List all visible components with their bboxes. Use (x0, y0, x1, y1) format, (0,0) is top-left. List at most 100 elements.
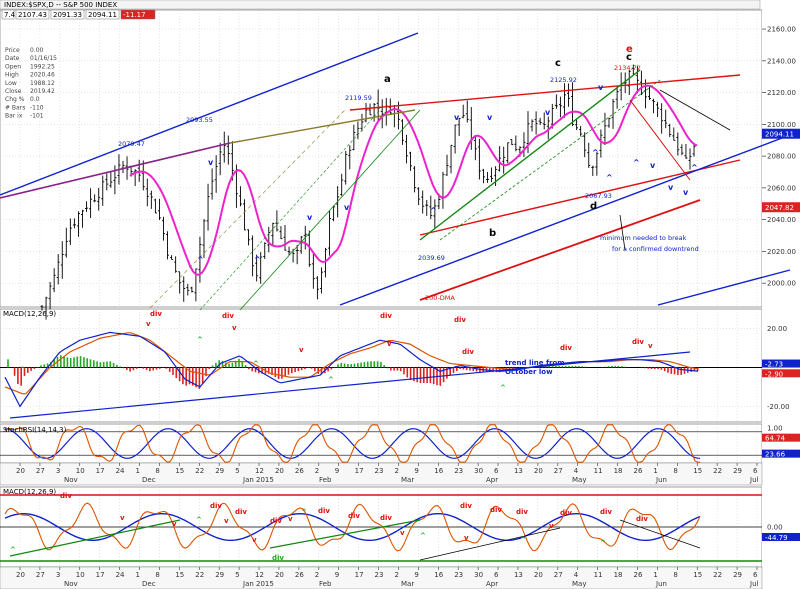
x-month-label: Jun (655, 580, 667, 588)
macd-signal-box (762, 369, 800, 378)
macd2-annotation: div (60, 492, 72, 500)
x-day-label: 30 (474, 571, 483, 579)
macd-line (4, 331, 699, 408)
x-day-label: 1 (136, 467, 140, 475)
macd2-green-tl (9, 519, 181, 557)
macd2-annotation: div (235, 508, 247, 516)
macd-annotation: div (150, 310, 162, 318)
x-day-label: 13 (514, 571, 523, 579)
x-day-label: 2 (315, 571, 319, 579)
x-day-label: 22 (713, 571, 722, 579)
x-day-label: 17 (355, 467, 364, 475)
ohlc-box (1, 9, 15, 20)
price-bars (40, 64, 696, 320)
x-day-label: 15 (693, 467, 702, 475)
annotation-1: 2093.55 (186, 116, 213, 124)
x-month-label: Apr (486, 580, 498, 588)
x-month-label: Nov (64, 476, 78, 484)
red-price-label: 2047.82 (765, 204, 794, 212)
annotation-3: 2039.69 (418, 254, 445, 262)
x-day-label: 10 (76, 467, 85, 475)
x-day-label: 23 (375, 571, 384, 579)
price-panel-frame (0, 9, 763, 308)
info-label: Chg % (5, 96, 25, 103)
olive-line (229, 109, 416, 144)
x-day-label: 26 (295, 467, 304, 475)
x-month-label: Jul (749, 476, 759, 484)
macd2-annotation: div (516, 508, 528, 516)
x-day-label: 8 (673, 571, 677, 579)
x-day-label: 27 (554, 571, 563, 579)
macd2-annotation: div (348, 512, 360, 520)
stoch-label: StochRSI(14,14,3) (3, 426, 67, 434)
macd-annotation: ^ (500, 384, 506, 392)
x-day-label: 12 (255, 571, 264, 579)
red-channel-lower (419, 159, 741, 236)
x-axis-band (0, 566, 763, 589)
x-day-label: 20 (16, 571, 25, 579)
info-panel: Price 0.00 Date 01/16/15 Open 1992.25 High 2020… (5, 47, 57, 120)
wave-mark: ^ (197, 255, 204, 264)
ohlc-value: -11.17 (123, 11, 146, 19)
wave-mark: v (344, 203, 350, 212)
macd2-black-tl (419, 527, 561, 561)
x-day-label: 29 (733, 571, 742, 579)
info-label: Bar ix (5, 113, 23, 120)
info-label: Price (5, 47, 20, 54)
x-day-label: 9 (414, 571, 418, 579)
price-tick-label: 2020.00 (767, 248, 796, 256)
price-tick-label: 2160.00 (767, 26, 796, 34)
ohlc-box (120, 9, 156, 20)
macd2-annotation: div (210, 502, 222, 510)
stoch-value-1: 64.74 (765, 435, 786, 443)
x-day-label: 9 (335, 467, 339, 475)
x-month-label: May (572, 476, 586, 484)
annotation-5: 2067.93 (585, 192, 612, 200)
x-day-label: 18 (614, 571, 623, 579)
info-value: 1992.25 (30, 63, 55, 70)
x-day-label: 20 (275, 571, 284, 579)
info-value: -110 (30, 104, 44, 111)
info-value: 2020.46 (30, 72, 55, 79)
x-day-label: 2 (315, 467, 319, 475)
annotation-2: 2119.59 (345, 94, 372, 102)
wave-mark: ^ (254, 255, 261, 264)
x-day-label: 22 (195, 571, 204, 579)
macd-bottom-label: MACD(12,26,9) (3, 488, 56, 496)
macd-annotation: trend line from (505, 359, 565, 367)
macd2-annotation: div (636, 515, 648, 523)
macd-annotation: div (222, 312, 234, 320)
x-day-label: 8 (155, 467, 159, 475)
wave-mark: ^ (606, 173, 613, 182)
x-day-label: 23 (454, 467, 463, 475)
price-tick-label: 2100.00 (767, 121, 796, 129)
wave-mark: ^ (592, 148, 599, 157)
chart-header: INDEX:$SPX,D -- S&P 500 INDEX 7.432107.4… (0, 0, 761, 20)
x-day-label: 2 (394, 571, 398, 579)
annotation-15: 200-DMA (425, 294, 455, 302)
x-day-label: 22 (195, 467, 204, 475)
macd2-annotation: div (270, 517, 282, 525)
price-tick-label: 2060.00 (767, 184, 796, 192)
x-day-label: 1 (653, 571, 657, 579)
info-label: Open (5, 63, 21, 70)
x-month-label: Mar (401, 580, 414, 588)
macd-tick-label: -20.00 (767, 403, 790, 411)
x-day-label: 26 (633, 571, 642, 579)
x-day-label: 22 (713, 467, 722, 475)
macd2-annotation: v (549, 522, 554, 530)
macd2-annotation: div (460, 502, 472, 510)
macd2-annotation: v (400, 529, 405, 537)
annotation-7: a (384, 74, 391, 85)
stoch-frame (0, 423, 763, 464)
macd-annotation: v (232, 324, 237, 332)
black-fan (659, 89, 731, 131)
macd2-black-tl2 (619, 519, 701, 549)
wave-mark: v (487, 113, 493, 122)
macd2-annotation: ^ (301, 508, 307, 516)
macd-last-box (762, 359, 800, 368)
x-day-label: 16 (434, 571, 443, 579)
macd2-annotation: v (288, 515, 293, 523)
annotation-6: 2134.72 (614, 64, 641, 72)
